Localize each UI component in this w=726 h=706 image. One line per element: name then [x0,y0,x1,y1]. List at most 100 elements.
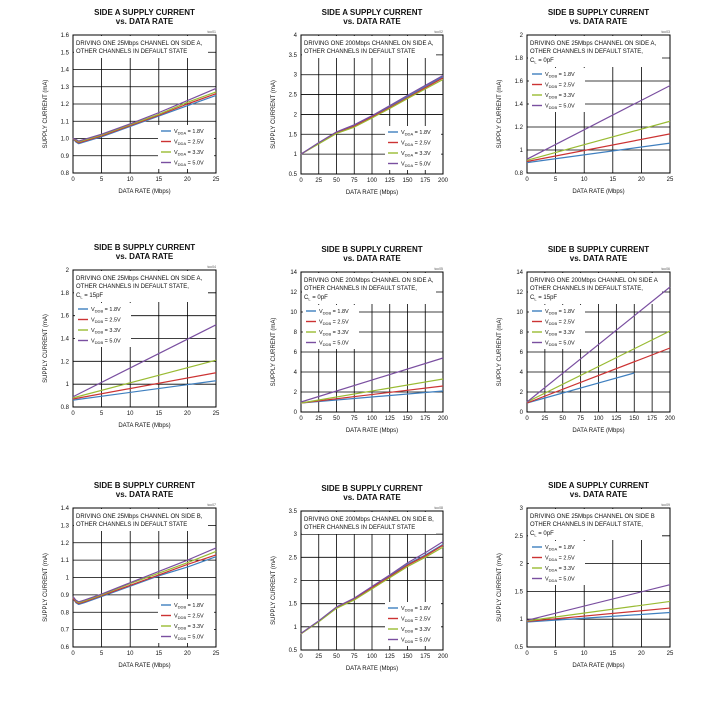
x-axis-label: DATA RATE (Mbps) [346,666,398,672]
y-tick-label: 0.8 [515,171,524,177]
series-line-1 [526,142,671,164]
y-axis-label: SUPPLY CURRENT (mA) [43,80,49,149]
y-tick-label: 0.9 [61,593,70,599]
x-tick-label: 25 [315,178,322,184]
x-tick-label: 5 [100,651,104,657]
y-tick-label: 12 [516,290,523,296]
y-tick-label: 2.5 [515,534,524,540]
figure-code: toc05 [434,267,443,271]
y-tick-label: 1 [66,382,70,388]
legend-entry: VDDB = 3.3V [174,624,204,631]
chart-subtitle: vs. DATA RATE [116,17,174,26]
annotation-background [74,36,208,58]
y-axis-label: SUPPLY CURRENT (mA) [497,318,503,387]
x-tick-label: 25 [213,177,220,183]
annotation-line: DRIVING ONE 200Mbps CHANNEL ON SIDE A, [304,278,434,284]
annotation-background [74,271,208,302]
figure-code: toc06 [661,267,670,271]
x-tick-label: 15 [609,177,616,183]
y-tick-label: 3 [294,73,298,79]
legend-entry: VDDA = 5.0V [545,577,575,584]
series-line-3 [526,330,671,403]
x-tick-label: 10 [581,177,588,183]
y-tick-label: 2.5 [289,555,298,561]
y-tick-label: 3 [520,506,524,512]
y-tick-label: 1.8 [515,56,524,62]
series-line-3 [300,78,444,155]
chart-title: SIDE B SUPPLY CURRENT [94,243,195,252]
y-axis-label: SUPPLY CURRENT (mA) [43,314,49,383]
series-line-2 [300,385,444,404]
chart-subtitle: vs. DATA RATE [116,252,174,261]
x-tick-label: 125 [385,416,396,422]
series-line-2 [72,554,217,605]
figure-code: toc08 [434,506,443,510]
y-tick-label: 1.2 [61,541,70,547]
x-tick-label: 10 [581,651,588,657]
y-axis-label: SUPPLY CURRENT (mA) [271,80,277,149]
y-tick-label: 0.5 [289,648,298,654]
y-tick-label: 14 [516,270,523,276]
load-capacitance-label: CL = 15pF [76,293,103,300]
x-tick-label: 5 [554,177,558,183]
chart-subtitle: vs. DATA RATE [343,254,401,263]
chart-title: SIDE B SUPPLY CURRENT [321,245,422,254]
series-line-2 [72,372,217,400]
y-tick-label: 1 [520,148,524,154]
x-axis-label: DATA RATE (Mbps) [118,423,170,429]
x-tick-label: 25 [667,651,674,657]
y-tick-label: 1.1 [61,558,70,564]
plot-frame [526,507,671,648]
y-tick-label: 0.5 [515,645,524,651]
x-axis-label: DATA RATE (Mbps) [118,663,170,669]
series-line-1 [526,372,635,404]
x-tick-label: 75 [577,416,584,422]
y-tick-label: 14 [290,270,297,276]
series-line-4 [72,87,217,142]
y-tick-label: 2 [66,268,70,274]
legend-entry: VDDA = 5.0V [174,161,204,168]
legend-entry: VDDB = 2.5V [545,83,575,90]
legend-entry: VDDB = 1.8V [401,606,431,613]
x-tick-label: 10 [127,177,134,183]
series-line-1 [526,611,671,623]
series-line-3 [72,91,217,143]
annotation-line: OTHER CHANNELS IN DEFAULT STATE, [530,286,643,292]
x-tick-label: 150 [402,178,413,184]
x-tick-label: 20 [184,411,191,417]
legend-entry: VDDB = 2.5V [545,320,575,327]
x-tick-label: 150 [402,654,413,660]
figure-code: toc03 [661,30,670,34]
series-line-3 [300,378,444,404]
y-tick-label: 1 [66,576,70,582]
series-line-4 [72,547,217,603]
y-tick-label: 0.8 [61,610,70,616]
x-tick-label: 50 [333,416,340,422]
y-tick-label: 2 [520,33,524,39]
load-capacitance-label: CL = 15pF [530,295,557,302]
annotation-background [302,512,436,534]
annotation-line: DRIVING ONE 200Mbps CHANNEL ON SIDE A, [304,41,434,47]
y-tick-label: 10 [290,310,297,316]
annotation-background [302,36,436,58]
legend-entry: VDDB = 3.3V [319,330,349,337]
legend-background [75,303,131,347]
series-line-4 [300,541,444,634]
x-tick-label: 200 [438,178,449,184]
y-tick-label: 0.8 [61,405,70,411]
legend-entry: VDDA = 3.3V [401,151,431,158]
plot-frame [526,271,671,413]
legend-entry: VDDB = 5.0V [319,341,349,348]
series-line-2 [526,133,671,163]
x-tick-label: 0 [299,654,303,660]
figure-code: toc07 [207,503,216,507]
annotation-line: OTHER CHANNELS IN DEFAULT STATE, [304,286,417,292]
y-tick-label: 0 [520,410,524,416]
legend-entry: VDDA = 2.5V [174,140,204,147]
chart-subtitle: vs. DATA RATE [343,17,401,26]
series-line-1 [300,390,444,404]
series-line-4 [300,357,444,403]
x-axis-label: DATA RATE (Mbps) [572,189,624,195]
